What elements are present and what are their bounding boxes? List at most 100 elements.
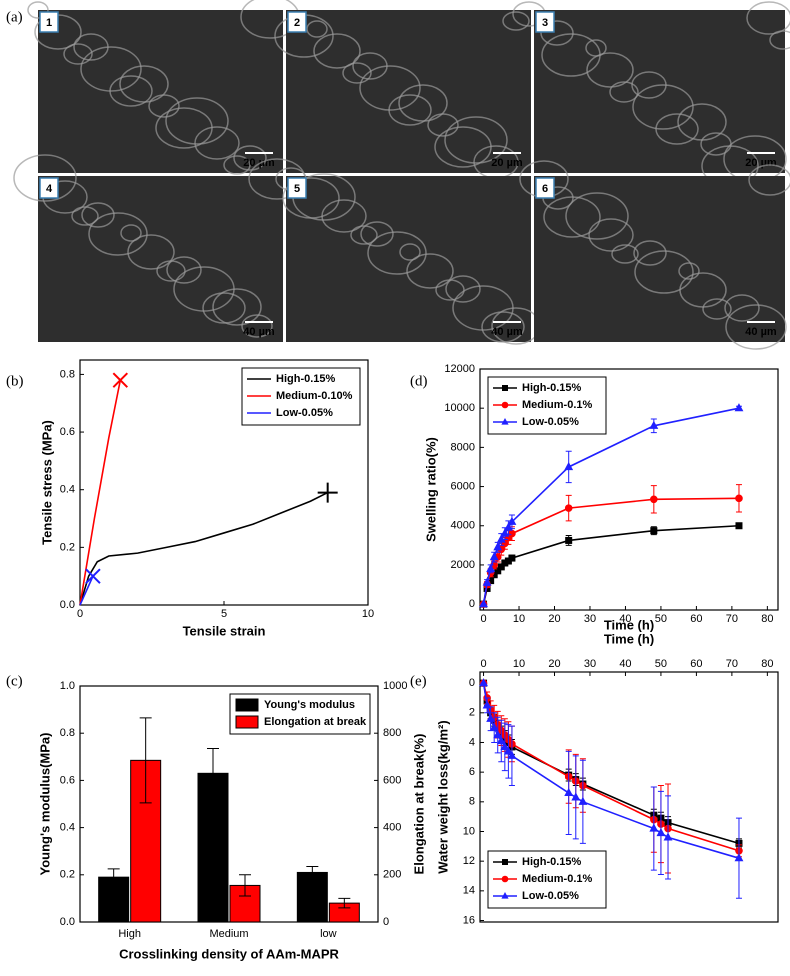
image-number: 1 [46,17,52,29]
marker [486,563,496,572]
y-tick-label: 0.4 [60,822,75,834]
sem-texture [80,46,142,92]
y-tick-label: 6000 [451,480,475,492]
sem-texture [609,81,639,103]
sem-texture [194,126,240,160]
marker [503,746,513,755]
marker [507,750,517,759]
y-tick-label: 8000 [451,441,475,453]
marker [663,832,673,841]
sem-texture [746,1,790,35]
sem-texture [502,11,530,31]
image-number-box [287,177,307,199]
y2-tick-label: 600 [383,774,401,786]
sem-texture [634,250,694,294]
sem-texture [212,288,262,326]
image-number-box [39,177,59,199]
marker [571,792,581,801]
marker [734,403,744,412]
marker [496,534,506,543]
x-tick-label: low [320,928,337,940]
sem-texture [481,311,525,343]
marker [508,554,516,562]
x-tick-label: 0 [480,658,486,670]
x-axis-label: Tensile strain [183,623,266,638]
series-line [482,682,740,852]
sem-texture [120,224,142,242]
series-line [482,497,739,605]
sem-texture [678,262,700,280]
legend-label: Low-0.05% [276,407,333,419]
marker [735,494,743,503]
sem-texture [406,253,454,289]
y-tick-label: 10000 [444,402,475,414]
x-axis-label: Time (h) [604,631,654,646]
sem-texture [724,294,760,322]
y-tick-label: 0 [469,677,475,689]
image-number-box [535,177,555,199]
series-line [482,407,740,605]
y-tick-label: 8 [469,796,475,808]
marker [734,853,744,862]
sem-texture [166,256,202,284]
x-tick-label: 60 [690,658,702,670]
image-number-box [535,11,555,33]
error-bar [306,866,319,879]
marker [650,495,658,504]
y-tick-label: 0.4 [60,484,75,496]
image-number: 5 [294,183,300,195]
x-tick-label: High [118,928,141,940]
marker [493,730,503,739]
legend-label: High-0.15% [276,373,336,385]
marker [564,461,574,471]
y-tick-label: 0.8 [60,368,75,380]
y2-tick-label: 800 [383,727,401,739]
y-tick-label: 0.0 [60,916,75,928]
legend-label: Low-0.05% [522,416,579,428]
marker [479,678,488,687]
x-tick-label: 30 [584,658,596,670]
sem-texture [434,126,492,168]
scale-text: 20 µm [491,157,523,169]
legend-swatch [235,715,259,729]
panel-label: (e) [410,673,427,689]
marker [482,577,492,586]
x-tick-label: 20 [548,613,560,625]
legend-marker [501,892,509,899]
y-axis-label: Swelling ratio(%) [423,437,438,542]
plot-frame [479,671,779,923]
marker [564,787,574,797]
sem-texture [540,20,574,46]
x-tick-label: 80 [761,658,773,670]
sem-texture [611,244,639,264]
marker [507,516,517,525]
legend-marker [501,401,509,409]
legend-label: Medium-0.1% [522,873,593,885]
legend-label: Elongation at break [264,716,367,728]
sem-texture [444,116,508,164]
y-tick-label: 4 [469,736,475,748]
sem-texture [399,243,421,261]
legend-label: High-0.15% [522,382,582,394]
marker [656,827,666,837]
y-tick-label: 0.6 [60,774,75,786]
sem-texture [565,192,629,240]
x-tick-label: 50 [655,658,667,670]
sem-texture [541,33,601,77]
sem-texture [63,43,93,65]
marker [494,567,502,575]
image-number: 3 [542,17,548,29]
marker [649,823,659,832]
marker [317,482,338,503]
marker [489,722,499,731]
legend-label: Medium-0.10% [276,390,353,402]
sem-image [38,10,283,173]
marker [486,713,496,722]
sem-texture [282,177,340,219]
y2-axis-label: Elongation at break(%) [411,734,426,875]
marker [496,735,506,745]
sem-texture [306,20,328,38]
legend-marker [502,859,508,865]
y-axis-label: Young's modulus(MPa) [37,733,52,876]
